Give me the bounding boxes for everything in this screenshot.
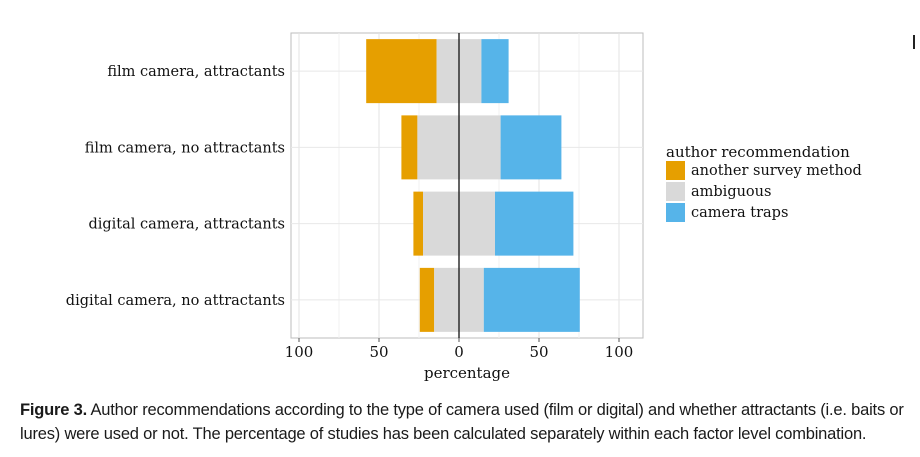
x-tick-label: 50 [369, 343, 388, 361]
legend-swatch [666, 161, 685, 180]
bar-camera-traps [495, 191, 574, 256]
bar-another-survey-method [419, 267, 435, 332]
bar-another-survey-method [366, 39, 437, 104]
bar-camera-traps [483, 267, 580, 332]
caption-text: Author recommendations according to the … [20, 401, 904, 443]
legend-label: ambiguous [691, 184, 771, 200]
x-tick-label: 100 [605, 343, 634, 361]
bar-camera-traps [481, 39, 509, 104]
figure-caption: Figure 3. Author recommendations accordi… [20, 398, 910, 446]
bar-camera-traps [500, 115, 562, 180]
bar-another-survey-method [413, 191, 423, 256]
category-label: digital camera, attractants [88, 217, 285, 233]
legend: author recommendation another survey met… [666, 143, 862, 222]
legend-title: author recommendation [666, 143, 850, 161]
edge-mark [913, 35, 915, 49]
legend-swatch [666, 182, 685, 201]
x-tick-label: 0 [454, 343, 464, 361]
figure-label: Figure 3. [20, 401, 87, 419]
bars [366, 39, 580, 332]
x-axis-title: percentage [424, 364, 510, 382]
category-label: film camera, no attractants [85, 140, 285, 156]
bar-another-survey-method [401, 115, 418, 180]
x-tick-label: 50 [529, 343, 548, 361]
category-label: film camera, attractants [107, 64, 285, 80]
chart: film camera, attractants film camera, no … [66, 32, 862, 382]
legend-label: camera traps [691, 205, 788, 221]
legend-swatch [666, 203, 685, 222]
legend-label: another survey method [691, 163, 862, 179]
x-tick-labels: 100 50 0 50 100 [285, 338, 634, 361]
category-labels: film camera, attractants film camera, no … [66, 64, 285, 309]
category-label: digital camera, no attractants [66, 293, 285, 309]
x-tick-label: 100 [285, 343, 314, 361]
